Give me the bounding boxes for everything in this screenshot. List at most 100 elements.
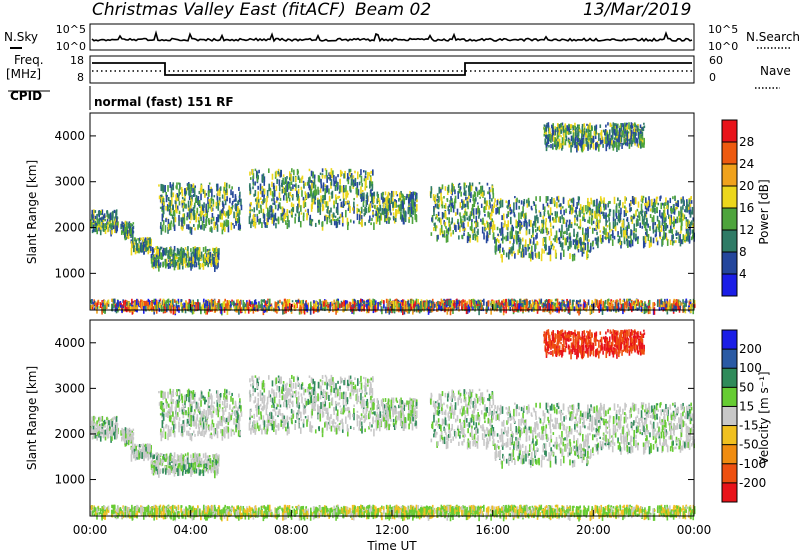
power-cell: [182, 189, 184, 196]
power-cell: [627, 139, 629, 146]
power-cell: [433, 194, 435, 201]
power-cell: [563, 210, 565, 215]
power-cell: [100, 218, 102, 220]
power-cell: [535, 209, 537, 213]
power-cell: [592, 139, 594, 143]
power-cell: [172, 215, 174, 219]
power-cell: [447, 217, 449, 220]
power-cell: [326, 170, 328, 177]
power-cell: [324, 175, 326, 179]
power-cell: [402, 203, 404, 209]
power-cell: [624, 123, 626, 126]
power-cell: [297, 300, 299, 303]
power-cell: [589, 202, 591, 207]
nsky-panel: N.Sky 10^5 10^0 10^5 10^0 N.Search: [4, 23, 800, 53]
power-cell: [685, 234, 687, 237]
power-cell: [450, 205, 452, 212]
power-cell: [279, 172, 281, 177]
power-cell: [674, 196, 676, 199]
power-cell: [521, 251, 523, 257]
power-cell: [623, 230, 625, 237]
power-cell: [219, 216, 221, 220]
power-cell: [611, 140, 613, 144]
power-cell: [616, 132, 618, 136]
power-cell: [450, 232, 452, 236]
power-cell: [260, 184, 262, 191]
power-cell: [484, 198, 486, 204]
power-cell: [389, 203, 391, 210]
power-cell: [662, 240, 664, 245]
power-cell: [629, 240, 631, 246]
power-cell: [527, 308, 529, 312]
power-cell: [365, 178, 367, 185]
power-cell: [447, 198, 449, 202]
power-cell: [506, 236, 508, 242]
power-cell: [571, 124, 573, 128]
power-cell: [312, 219, 314, 221]
power-cell: [343, 173, 345, 178]
power-cell: [550, 232, 552, 236]
power-cell: [207, 301, 209, 306]
power-cell: [607, 232, 609, 237]
power-cell: [659, 196, 661, 201]
power-cell: [258, 170, 260, 173]
power-cell: [98, 211, 100, 214]
power-cell: [567, 246, 569, 251]
power-cell: [644, 213, 646, 220]
power-cell: [653, 229, 655, 233]
power-cell: [166, 195, 168, 197]
power-cell: [293, 170, 295, 176]
power-cell: [162, 250, 164, 254]
power-cell: [675, 203, 677, 207]
power-cell: [204, 214, 206, 217]
power-cell: [388, 218, 390, 224]
power-cell: [312, 172, 314, 177]
power-cell: [561, 123, 563, 127]
power-cell: [164, 185, 166, 192]
power-cell: [277, 179, 279, 181]
power-cell: [337, 174, 339, 177]
power-cell: [394, 202, 396, 206]
power-cell: [403, 218, 405, 225]
power-cell: [530, 220, 532, 227]
power-cell: [132, 237, 134, 243]
power-cell: [385, 214, 387, 218]
power-cell: [579, 211, 581, 217]
power-cell: [515, 230, 517, 234]
power-cell: [638, 212, 640, 219]
power-cell: [565, 209, 567, 213]
power-cell: [461, 199, 463, 203]
power-cell: [318, 220, 320, 223]
power-cell: [459, 212, 461, 216]
power-cell: [445, 211, 447, 219]
power-cell: [175, 208, 177, 212]
power-cell: [629, 207, 631, 212]
power-cell: [212, 213, 214, 218]
power-cell: [359, 214, 361, 220]
power-cell: [369, 181, 371, 189]
power-cell: [678, 211, 680, 217]
power-cell: [484, 206, 486, 213]
power-cell: [259, 218, 261, 223]
power-cell: [335, 194, 337, 199]
power-cell: [440, 228, 442, 235]
power-cell: [585, 205, 587, 211]
power-cell: [575, 129, 577, 136]
power-cell: [605, 125, 607, 128]
power-cell: [320, 184, 322, 189]
power-cell: [189, 211, 191, 218]
power-cell: [323, 182, 325, 190]
power-cell: [292, 184, 294, 189]
power-cell: [514, 253, 516, 259]
power-cell: [190, 187, 192, 193]
power-cell: [665, 226, 667, 231]
power-cell: [574, 210, 576, 212]
power-cell: [143, 242, 145, 249]
power-cell: [431, 232, 433, 236]
power-cell: [583, 123, 585, 127]
power-cell: [206, 209, 208, 213]
power-cell: [297, 208, 299, 213]
power-cell: [170, 264, 172, 266]
power-cell: [327, 185, 329, 192]
